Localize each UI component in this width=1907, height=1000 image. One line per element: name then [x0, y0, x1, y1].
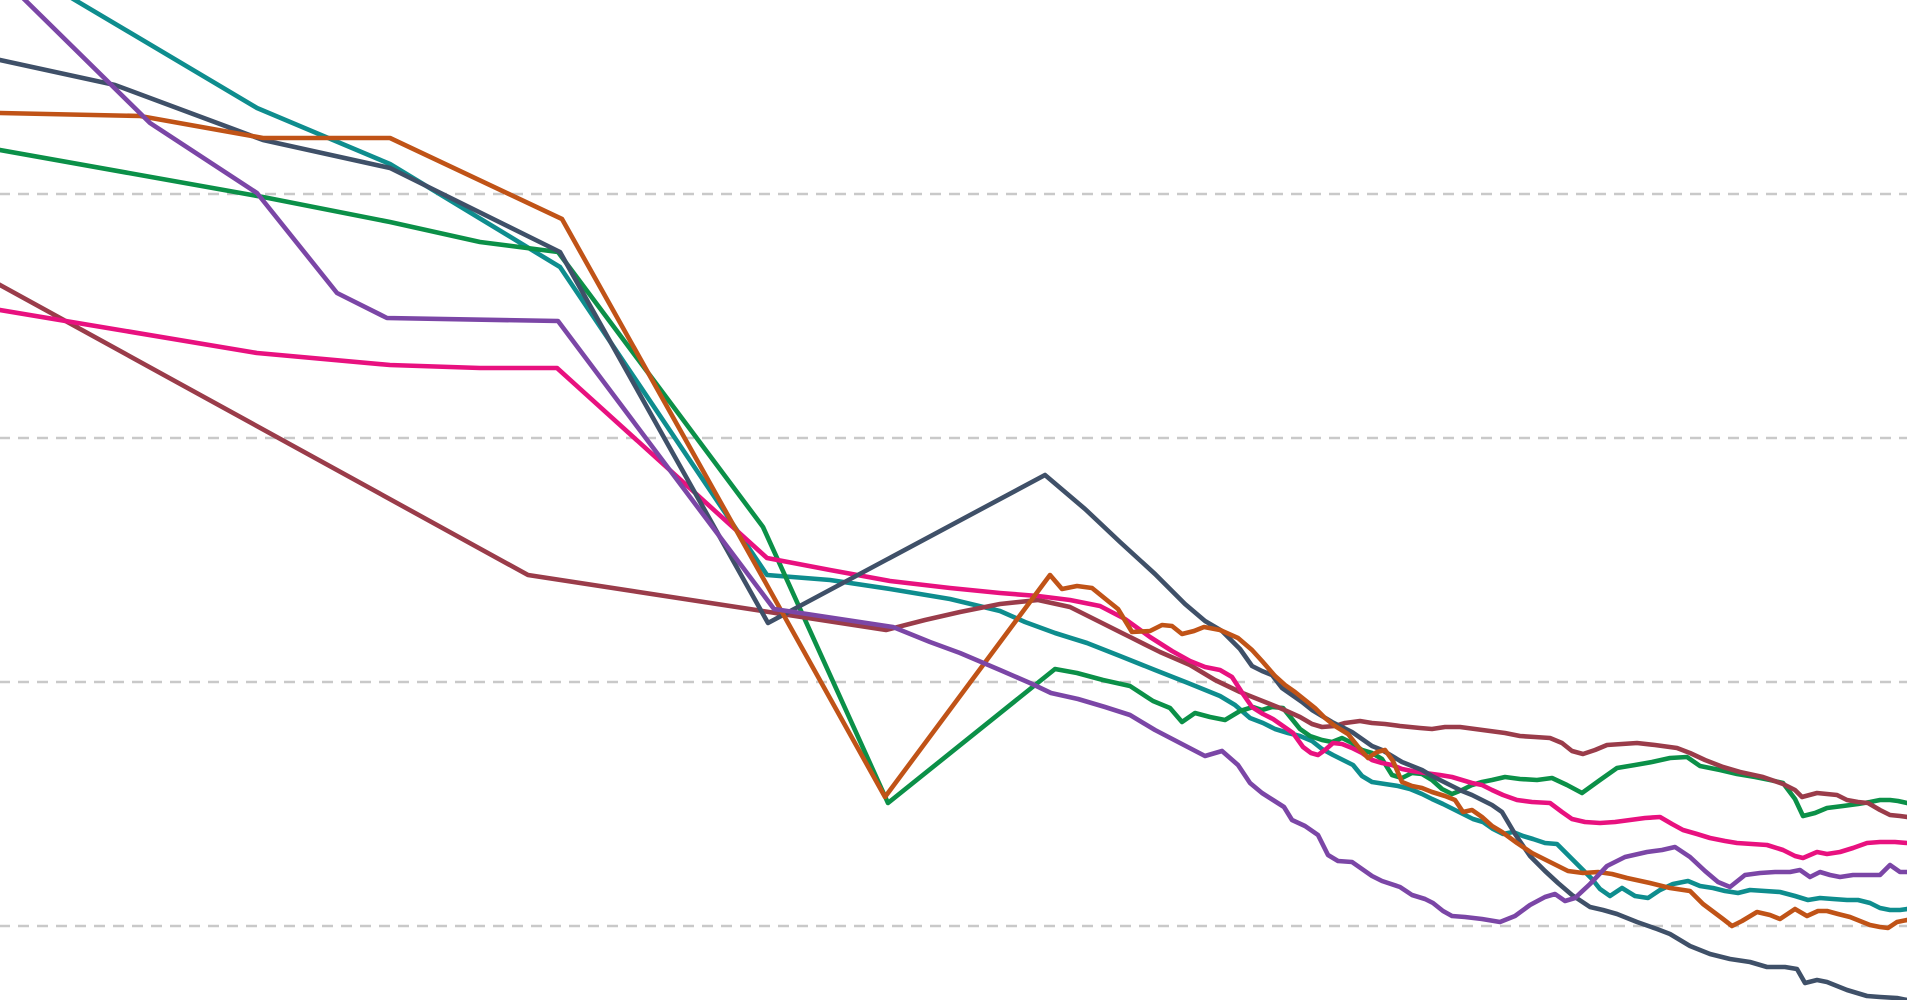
series-line-magenta	[0, 307, 1907, 861]
series-line-teal	[70, 0, 1907, 913]
series-line-maroon	[0, 282, 1907, 820]
series-line-orange	[0, 110, 1907, 931]
series-line-navy	[0, 57, 1907, 1000]
series-line-purple	[21, 0, 1907, 925]
series-line-green	[0, 147, 1907, 819]
